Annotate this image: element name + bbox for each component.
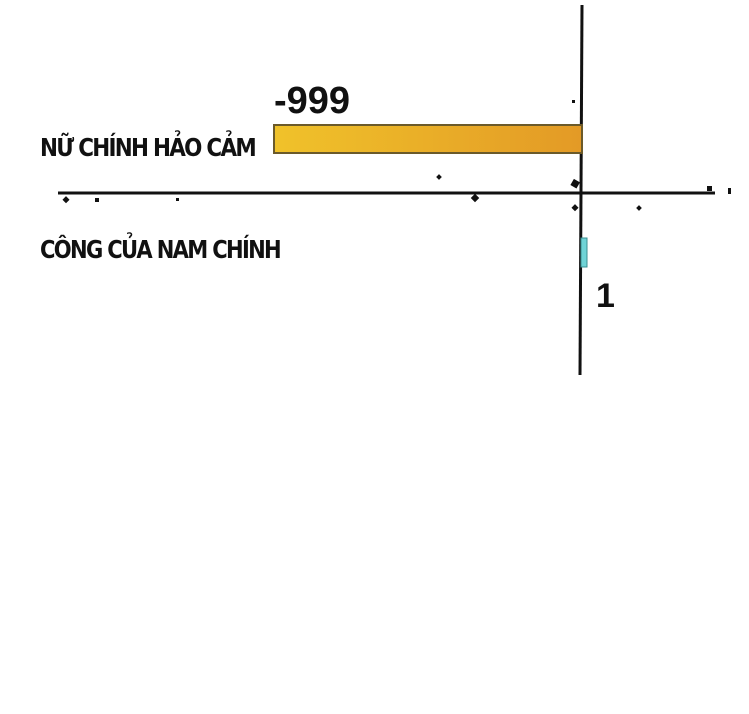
category-label-1: CÔNG CỦA NAM CHÍNH	[40, 231, 280, 264]
bar-0	[273, 124, 583, 154]
data-label-0: -999	[274, 80, 350, 122]
y-axis	[578, 4, 584, 376]
bar-1	[580, 237, 588, 268]
data-label-1: 1	[596, 277, 615, 315]
debris-decoration	[62, 100, 731, 212]
category-label-0: NỮ CHÍNH HẢO CẢM	[40, 129, 255, 162]
